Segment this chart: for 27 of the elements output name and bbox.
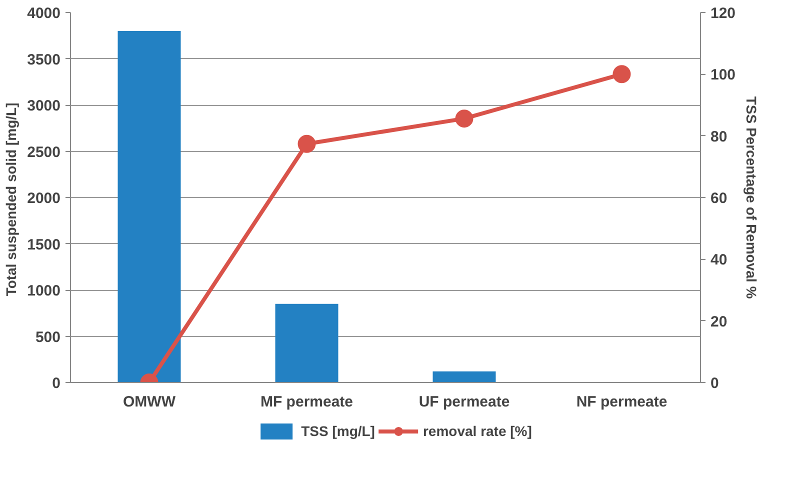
y2-tick-label: 40 [710, 252, 728, 269]
y2-tick-label: 0 [710, 375, 719, 392]
y-tick-label: 3500 [27, 51, 61, 68]
y-axis-title: Total suspended solid [mg/L] [3, 102, 20, 296]
y2-tick-label: 60 [710, 190, 728, 207]
y-tick-label: 1000 [27, 282, 61, 300]
y2-tick-label: 80 [710, 128, 728, 146]
y-tick-label: 0 [52, 375, 60, 392]
y2-axis-title: TSS Percentage of Removal % [744, 96, 760, 300]
y-tick-label: 2000 [27, 190, 61, 207]
x-tick-label: NF permeate [576, 394, 668, 410]
bar [275, 304, 338, 382]
bar [118, 31, 181, 382]
y2-tick-label: 120 [710, 5, 736, 22]
y-tick-label: 1500 [27, 236, 61, 254]
y-tick-label: 500 [35, 328, 61, 346]
y-tick-label: 3000 [27, 98, 61, 114]
y-tick-label: 2500 [27, 144, 61, 161]
x-tick-label: UF permeate [418, 394, 510, 410]
x-tick-label: MF permeate [260, 394, 354, 410]
legend-label: TSS [mg/L] [301, 423, 375, 439]
y2-tick-label: 100 [710, 66, 736, 84]
bar [432, 371, 496, 382]
y2-tick-label: 20 [710, 313, 728, 330]
y-tick-label: 4000 [27, 5, 61, 22]
legend-label: removal rate [%] [422, 423, 532, 439]
x-tick-label: OMWW [123, 394, 176, 410]
